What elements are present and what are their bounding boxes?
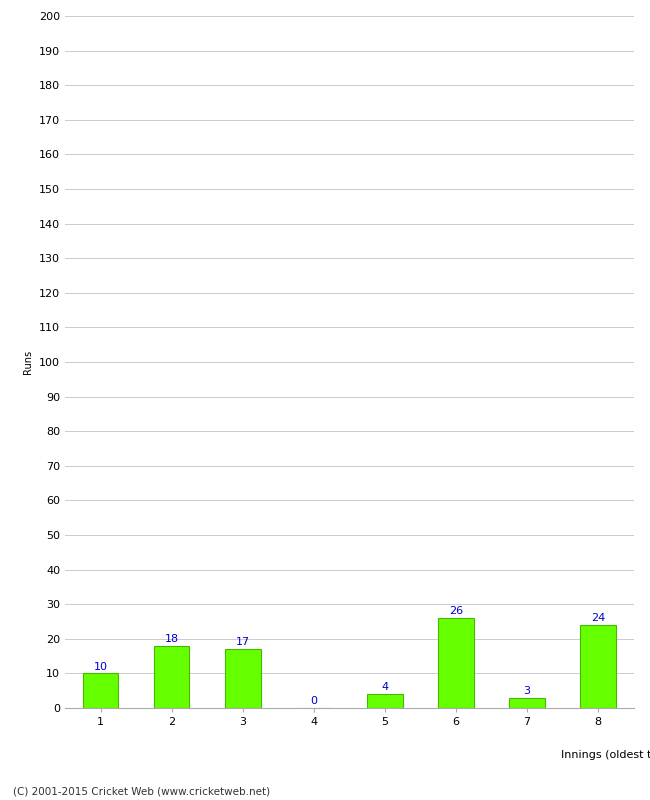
Text: 10: 10	[94, 662, 107, 672]
Text: 3: 3	[524, 686, 530, 696]
X-axis label: Innings (oldest to newest): Innings (oldest to newest)	[561, 750, 650, 759]
Text: 24: 24	[591, 614, 605, 623]
Bar	[580, 625, 616, 708]
Y-axis label: Runs: Runs	[23, 350, 33, 374]
Text: 4: 4	[382, 682, 389, 693]
Bar	[83, 674, 118, 708]
Bar	[225, 649, 261, 708]
Bar	[367, 694, 403, 708]
Bar	[438, 618, 474, 708]
Text: 0: 0	[310, 696, 317, 706]
Text: 26: 26	[449, 606, 463, 616]
Text: (C) 2001-2015 Cricket Web (www.cricketweb.net): (C) 2001-2015 Cricket Web (www.cricketwe…	[13, 786, 270, 796]
Text: 18: 18	[164, 634, 179, 644]
Bar	[154, 646, 189, 708]
Text: 17: 17	[236, 638, 250, 647]
Bar	[510, 698, 545, 708]
